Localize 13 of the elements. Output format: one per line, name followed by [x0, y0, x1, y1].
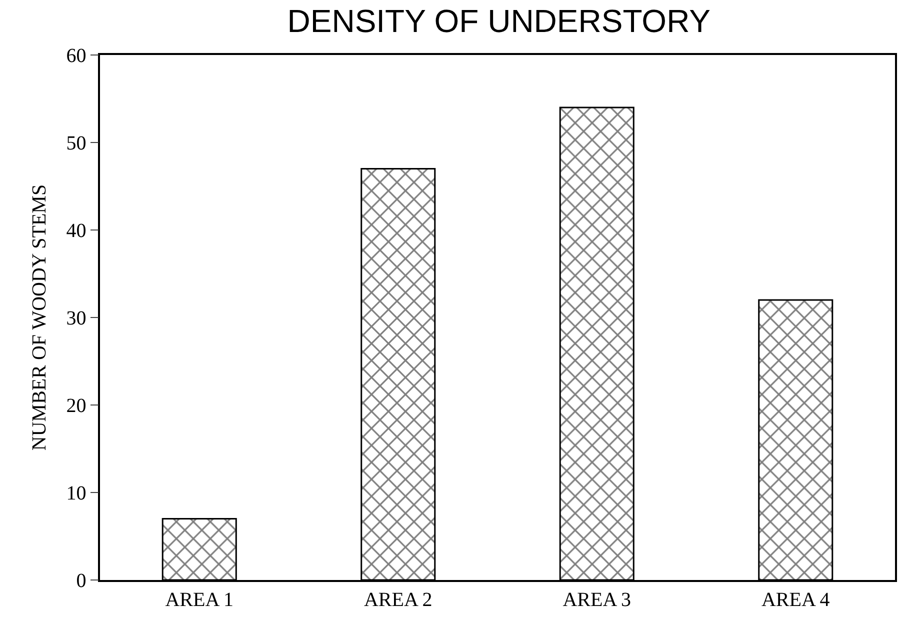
x-tick-label: AREA 3	[562, 588, 632, 611]
y-tick-label: 60	[66, 45, 86, 67]
y-tick-label: 10	[66, 482, 86, 504]
x-tick-label: AREA 1	[165, 588, 234, 611]
y-tick-label: 50	[66, 132, 86, 154]
y-tick-label: 0	[76, 570, 86, 592]
x-tick-label: AREA 2	[364, 588, 432, 611]
y-tick-label: 40	[66, 220, 86, 242]
y-tick-label: 30	[66, 308, 86, 330]
y-tick-label: 20	[66, 395, 86, 417]
x-tick-label: AREA 4	[761, 588, 830, 611]
chart-title: DENSITY OF UNDERSTORY	[287, 2, 710, 39]
y-axis-title: NUMBER OF WOODY STEMS	[28, 184, 50, 451]
